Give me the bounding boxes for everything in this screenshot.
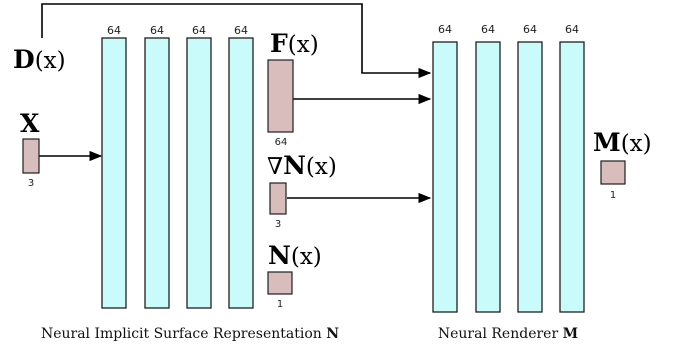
surface-symbol: N <box>268 241 291 270</box>
nabla-symbol: ∇ <box>267 154 283 180</box>
implicit-network: 64 64 64 64 <box>101 24 254 309</box>
renderer-layer-3 <box>517 41 543 313</box>
renderer-layer-4-width: 64 <box>565 23 579 36</box>
implicit-network-caption: Neural Implicit Surface Representation N <box>41 326 339 342</box>
renderer-layer-2 <box>475 41 501 313</box>
feature-label: F(x) <box>270 29 319 58</box>
input-x-dim: 3 <box>28 178 34 189</box>
renderer-caption-text: Neural Renderer <box>438 326 559 342</box>
renderer-output: M(x) 1 <box>593 128 652 201</box>
view-direction-arrow <box>41 3 432 79</box>
feature-vector: F(x) 64 <box>267 29 319 148</box>
implicit-layer-3 <box>186 37 212 309</box>
implicit-caption-symbol: N <box>326 326 339 342</box>
surface-dim: 1 <box>277 299 283 310</box>
feature-block <box>267 59 294 133</box>
renderer-output-arg: (x) <box>621 131 652 157</box>
renderer-output-dim: 1 <box>610 190 616 201</box>
view-direction-label: D(x) <box>13 45 66 74</box>
implicit-layer-1-width: 64 <box>107 24 121 37</box>
connectors <box>39 3 432 204</box>
input-x: X 3 <box>20 109 40 189</box>
implicit-layer-2-width: 64 <box>150 24 164 37</box>
renderer-network: 64 64 64 64 <box>432 23 585 313</box>
feature-dim: 64 <box>275 137 288 148</box>
surface-output: N(x) 1 <box>267 241 322 310</box>
gradient-vector <box>269 182 287 215</box>
gradient-symbol: N <box>283 151 306 180</box>
surface-value <box>267 271 293 295</box>
normal-gradient: ∇N(x) 3 <box>267 151 337 230</box>
feature-arg: (x) <box>288 32 319 58</box>
input-x-label: X <box>20 109 40 138</box>
implicit-layer-4-width: 64 <box>234 24 248 37</box>
renderer-caption-symbol: M <box>563 326 579 342</box>
implicit-layer-3-width: 64 <box>192 24 206 37</box>
renderer-caption: Neural Renderer M <box>438 326 578 342</box>
gradient-dim: 3 <box>275 219 281 230</box>
input-x-vector <box>22 138 40 174</box>
gradient-label: ∇N(x) <box>267 151 337 180</box>
view-direction: D(x) <box>13 45 66 74</box>
renderer-output-label: M(x) <box>593 128 652 157</box>
renderer-layer-1-width: 64 <box>438 23 452 36</box>
surface-arg: (x) <box>291 244 322 270</box>
renderer-layer-1 <box>432 41 458 313</box>
gradient-arg: (x) <box>306 154 337 180</box>
view-direction-arg: (x) <box>35 48 66 74</box>
view-direction-symbol: D <box>13 45 35 74</box>
renderer-layer-4 <box>559 41 585 313</box>
implicit-layer-2 <box>144 37 170 309</box>
implicit-caption-text: Neural Implicit Surface Representation <box>41 326 322 342</box>
surface-label: N(x) <box>268 241 322 270</box>
renderer-layer-3-width: 64 <box>523 23 537 36</box>
feature-symbol: F <box>270 29 288 58</box>
renderer-output-value <box>600 160 626 185</box>
renderer-layer-2-width: 64 <box>481 23 495 36</box>
renderer-output-symbol: M <box>593 128 621 157</box>
implicit-layer-1 <box>101 37 127 309</box>
implicit-layer-4 <box>228 37 254 309</box>
